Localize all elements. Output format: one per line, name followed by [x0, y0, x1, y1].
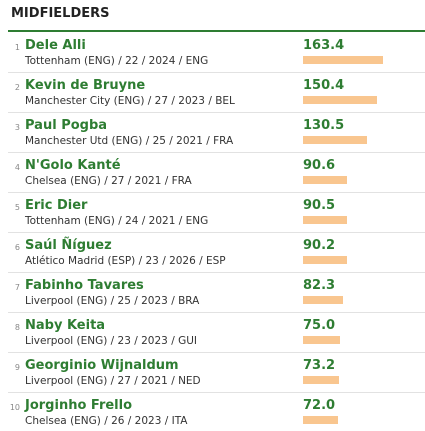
rank: 1: [14, 43, 20, 52]
value-label: 72.0: [303, 398, 336, 413]
value-bar: [303, 216, 348, 224]
rank: 3: [14, 123, 20, 132]
player-name: Eric Dier: [25, 198, 88, 213]
player-details: Liverpool (ENG) / 25 / 2023 / BRA: [25, 295, 200, 307]
player-name: Jorginho Frello: [25, 398, 133, 413]
player-details: Tottenham (ENG) / 24 / 2021 / ENG: [25, 215, 209, 227]
player-details: Atlético Madrid (ESP) / 23 / 2026 / ESP: [25, 255, 226, 267]
value-label: 75.0: [303, 318, 336, 333]
value-bar: [303, 96, 377, 104]
player-name: Georginio Wijnaldum: [25, 358, 179, 373]
value-bar: [303, 56, 384, 64]
value-label: 90.6: [303, 158, 336, 173]
value-bar: [303, 416, 339, 424]
player-row: 8 Naby Keita Liverpool (ENG) / 23 / 2023 /…: [8, 313, 425, 353]
player-row: 4 N'Golo Kanté Chelsea (ENG) / 27 / 2021 /…: [8, 153, 425, 193]
value-bar: [303, 176, 348, 184]
player-row: 9 Georginio Wijnaldum Liverpool (ENG) / 27…: [8, 353, 425, 393]
value-bar: [303, 296, 344, 304]
player-row: 2 Kevin de Bruyne Manchester City (ENG) / …: [8, 73, 425, 113]
value-bar: [303, 376, 339, 384]
rank: 8: [14, 323, 20, 332]
player-details: Manchester Utd (ENG) / 25 / 2021 / FRA: [25, 135, 234, 147]
player-name: Naby Keita: [25, 318, 106, 333]
player-details: Chelsea (ENG) / 26 / 2023 / ITA: [25, 415, 188, 427]
value-label: 82.3: [303, 278, 336, 293]
player-details: Chelsea (ENG) / 27 / 2021 / FRA: [25, 175, 192, 187]
rank: 7: [14, 283, 20, 292]
player-details: Liverpool (ENG) / 27 / 2021 / NED: [25, 375, 201, 387]
rank: 6: [14, 243, 20, 252]
value-label: 150.4: [303, 78, 345, 93]
player-row: 5 Eric Dier Tottenham (ENG) / 24 / 2021 / …: [8, 193, 425, 233]
value-bar: [303, 256, 348, 264]
value-label: 90.5: [303, 198, 336, 213]
section-title: MIDFIELDERS: [11, 6, 110, 21]
value-label: 163.4: [303, 38, 345, 53]
player-row: 3 Paul Pogba Manchester Utd (ENG) / 25 / 2…: [8, 113, 425, 153]
header-rule: [8, 30, 425, 32]
player-row: 6 Saúl Ñíguez Atlético Madrid (ESP) / 23 /…: [8, 233, 425, 273]
player-row: 7 Fabinho Tavares Liverpool (ENG) / 25 / 2…: [8, 273, 425, 313]
player-name: Kevin de Bruyne: [25, 78, 146, 93]
player-row: 10 Jorginho Frello Chelsea (ENG) / 26 / 20…: [8, 393, 425, 431]
player-details: Manchester City (ENG) / 27 / 2023 / BEL: [25, 95, 235, 107]
player-details: Tottenham (ENG) / 22 / 2024 / ENG: [25, 55, 209, 67]
value-label: 130.5: [303, 118, 345, 133]
value-label: 73.2: [303, 358, 336, 373]
player-name: N'Golo Kanté: [25, 158, 121, 173]
rank: 2: [14, 83, 20, 92]
player-name: Fabinho Tavares: [25, 278, 144, 293]
value-bar: [303, 136, 367, 144]
player-name: Saúl Ñíguez: [25, 238, 112, 253]
rank: 5: [14, 203, 20, 212]
value-bar: [303, 336, 340, 344]
rank: 9: [14, 363, 20, 372]
player-name: Paul Pogba: [25, 118, 108, 133]
rank: 4: [14, 163, 20, 172]
value-label: 90.2: [303, 238, 336, 253]
player-details: Liverpool (ENG) / 23 / 2023 / GUI: [25, 335, 197, 347]
rank: 10: [9, 403, 20, 412]
player-name: Dele Alli: [25, 38, 86, 53]
player-row: 1 Dele Alli Tottenham (ENG) / 22 / 2024 / …: [8, 33, 425, 73]
